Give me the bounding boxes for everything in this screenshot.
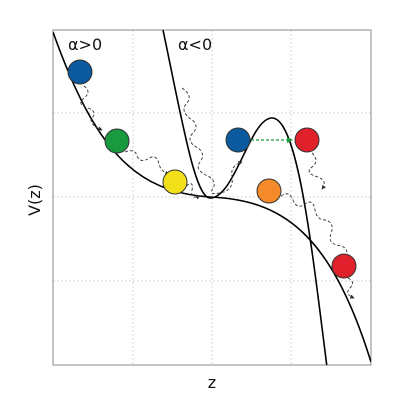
- trajectory: [185, 183, 201, 200]
- ball: [104, 128, 130, 154]
- ball: [294, 127, 320, 153]
- ball: [256, 178, 282, 204]
- curves: [53, 30, 371, 365]
- ball: [67, 59, 93, 85]
- grid: [53, 30, 371, 365]
- trajectory: [181, 87, 243, 195]
- curve-alpha-positive: [53, 31, 371, 363]
- ball: [162, 169, 188, 195]
- trajectory: [308, 152, 327, 190]
- curve-alpha-negative: [162, 30, 328, 365]
- trajectory: [80, 85, 103, 131]
- trajectory: [347, 277, 355, 299]
- x-axis-label: z: [208, 373, 216, 392]
- ball: [331, 253, 357, 279]
- label-alpha-negative: α<0: [178, 35, 212, 54]
- balls: [67, 59, 357, 279]
- frame: [52, 29, 372, 366]
- trajectory: [124, 150, 170, 176]
- y-axis-label: V(z): [25, 184, 44, 216]
- trajectory: [280, 193, 350, 261]
- ball: [225, 127, 251, 153]
- label-alpha-positive: α>0: [68, 35, 102, 54]
- trajectories: [80, 85, 355, 299]
